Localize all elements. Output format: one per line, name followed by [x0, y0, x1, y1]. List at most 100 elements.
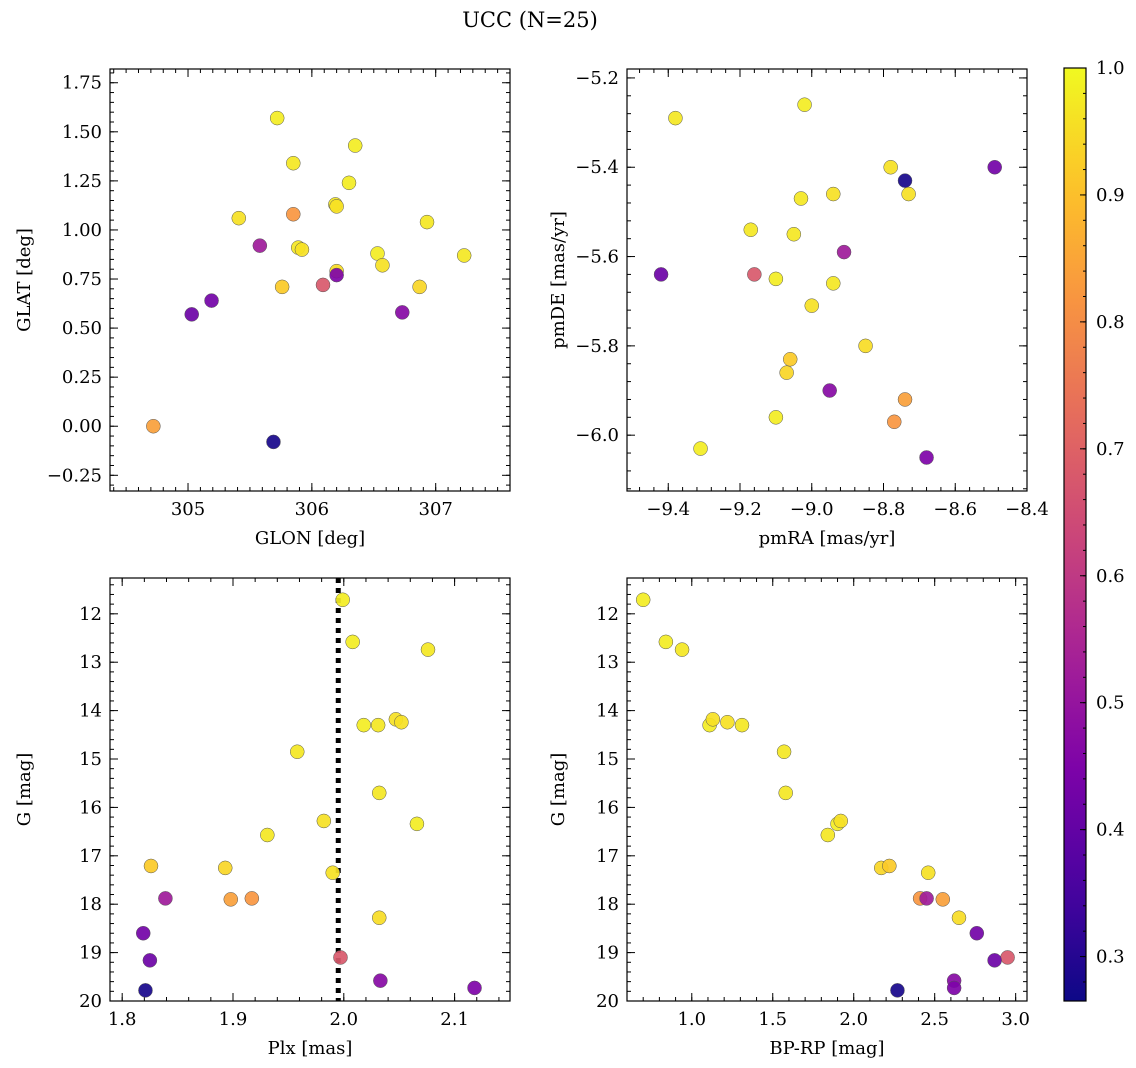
- data-point: [204, 293, 219, 308]
- data-point: [316, 813, 332, 829]
- y-tick-label: 18: [596, 894, 619, 915]
- x-tick-label: 2.0: [329, 1009, 358, 1030]
- x-tick-label: 3.0: [1001, 1009, 1030, 1030]
- colorbar-tick-label: 0.6: [1096, 566, 1125, 587]
- chart-title: UCC (N=25): [462, 8, 598, 32]
- x-tick-label: 307: [419, 499, 453, 520]
- y-tick-label: 14: [79, 701, 102, 722]
- y-tick-label: 0.25: [62, 367, 102, 388]
- y-tick-label: 12: [596, 604, 619, 625]
- data-point: [409, 816, 425, 832]
- y-tick-label: 14: [596, 701, 619, 722]
- data-point: [987, 953, 1002, 968]
- y-axis-label: pmDE [mas/yr]: [548, 211, 569, 349]
- data-point: [836, 244, 852, 260]
- data-point: [394, 714, 409, 730]
- data-point: [252, 238, 268, 253]
- data-point: [987, 159, 1002, 175]
- colorbar: 0.3 0.4 0.5 0.6 0.7 0.8 0.9 1.0: [1063, 58, 1125, 1002]
- data-point: [883, 159, 898, 175]
- data-point: [969, 925, 985, 941]
- panel-bprp-vs-G: 1.0 1.5 2.0 2.5 3.0 12 13 14 15 16 17 18 19 20 BP-RP […: [548, 577, 1030, 1059]
- y-tick-label: 1.50: [62, 122, 102, 143]
- x-tick-label: −8.6: [933, 499, 977, 520]
- data-point: [820, 827, 836, 843]
- y-axis-label: G [mag]: [548, 753, 569, 826]
- y-tick-label: 1.00: [62, 220, 102, 241]
- x-axis-label: pmRA [mas/yr]: [759, 528, 896, 549]
- data-point: [244, 891, 260, 906]
- data-point: [826, 186, 841, 202]
- data-point: [919, 450, 934, 465]
- data-point: [635, 592, 651, 608]
- data-point: [768, 410, 784, 425]
- data-point: [372, 785, 387, 801]
- data-point: [138, 983, 153, 998]
- data-point: [325, 865, 340, 880]
- y-tick-label: 17: [79, 846, 102, 867]
- data-point: [329, 267, 344, 283]
- x-axis-label: Plx [mas]: [268, 1038, 353, 1059]
- data-point: [456, 248, 472, 263]
- data-point: [184, 307, 199, 322]
- y-tick-label: 18: [79, 894, 102, 915]
- data-point: [231, 210, 247, 226]
- data-point: [266, 434, 281, 450]
- colorbar-tick-label: 0.7: [1096, 439, 1125, 460]
- x-tick-label: 1.5: [758, 1009, 787, 1030]
- data-point: [776, 744, 792, 759]
- data-layer: [653, 97, 1002, 465]
- y-tick-label: 16: [79, 797, 102, 818]
- y-tick-label: −0.25: [47, 465, 102, 486]
- data-point: [705, 712, 721, 727]
- data-point: [335, 592, 350, 608]
- y-axis-label: G [mag]: [14, 753, 35, 826]
- data-point: [897, 392, 913, 407]
- data-point: [223, 892, 239, 907]
- data-point: [919, 891, 934, 906]
- data-point: [887, 414, 902, 430]
- data-point: [734, 717, 750, 733]
- x-tick-label: 1.9: [219, 1009, 248, 1030]
- data-point: [341, 175, 357, 191]
- data-point: [294, 242, 310, 257]
- x-tick-label: 2.5: [920, 1009, 949, 1030]
- y-tick-label: 20: [79, 991, 102, 1012]
- x-tick-label: −9.4: [646, 499, 690, 520]
- y-tick-label: 13: [596, 652, 619, 673]
- data-point: [720, 714, 735, 730]
- axes-frame: [109, 68, 511, 492]
- x-tick-label: 306: [295, 499, 329, 520]
- data-point: [747, 267, 762, 282]
- axes-frame: [626, 577, 1028, 1002]
- y-tick-label: 15: [596, 749, 619, 770]
- y-tick-label: 13: [79, 652, 102, 673]
- data-point: [822, 383, 837, 398]
- data-layer: [146, 110, 472, 450]
- colorbar-tick-label: 0.9: [1096, 185, 1125, 206]
- y-tick-label: 15: [79, 749, 102, 770]
- data-point: [146, 418, 161, 434]
- data-point: [420, 642, 436, 657]
- y-tick-label: 19: [596, 943, 619, 964]
- data-point: [804, 298, 820, 313]
- data-point: [779, 365, 794, 380]
- colorbar-tick-label: 0.8: [1096, 312, 1125, 333]
- data-point: [412, 279, 427, 295]
- data-point: [920, 865, 936, 880]
- data-point: [158, 891, 173, 906]
- data-layer: [635, 592, 1015, 998]
- data-point: [345, 634, 360, 650]
- data-point: [419, 214, 435, 230]
- data-point: [467, 980, 482, 996]
- data-point: [333, 950, 348, 965]
- data-point: [786, 226, 802, 242]
- y-tick-label: 0.00: [62, 416, 102, 437]
- colorbar-tick-label: 1.0: [1096, 58, 1125, 79]
- panel-plx-vs-G: 1.8 1.9 2.0 2.1 12 13 14 15 16 17 18 19 20 Plx [mas] G…: [14, 577, 511, 1059]
- data-point: [370, 717, 386, 733]
- y-tick-label: −5.4: [575, 157, 619, 178]
- data-point: [693, 441, 708, 456]
- x-tick-label: −8.8: [862, 499, 906, 520]
